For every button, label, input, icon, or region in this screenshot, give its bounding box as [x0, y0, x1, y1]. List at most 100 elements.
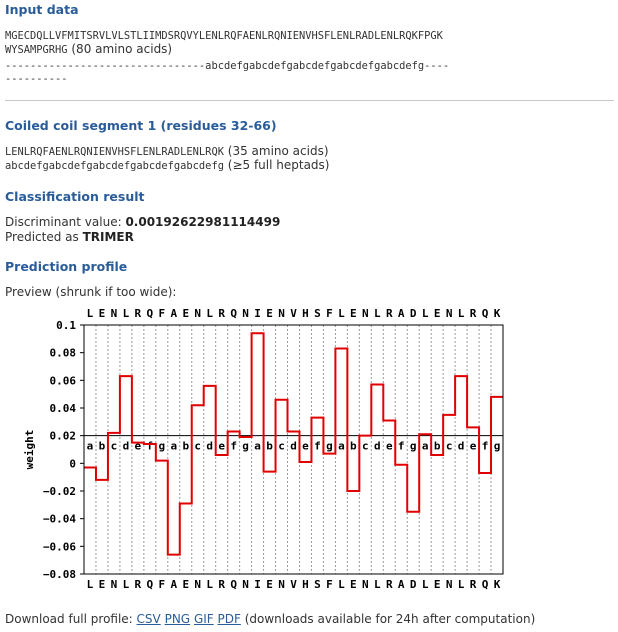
segment-sequence-line: LENLRQFAENLRQNIENVHSFLENLRADLENLRQK (35 …: [5, 145, 329, 159]
residue-label-bottom: A: [398, 578, 405, 591]
heptad-position-label: a: [170, 440, 177, 453]
residue-label-top: F: [159, 307, 166, 320]
residue-label-bottom: L: [87, 578, 94, 591]
residue-label-top: L: [458, 307, 465, 320]
y-tick-label: −0.04: [43, 513, 76, 526]
residue-label-bottom: E: [182, 578, 189, 591]
heptad-position-label: g: [326, 440, 333, 453]
heptad-position-label: b: [182, 440, 189, 453]
weight-profile-series: [84, 332, 503, 556]
input-register-line-2: ----------: [5, 73, 68, 85]
residue-label-bottom: S: [314, 578, 321, 591]
residue-label-top: L: [87, 307, 94, 320]
y-tick-label: 0: [69, 457, 76, 470]
heptad-position-label: f: [314, 440, 321, 453]
prediction-line: Predicted as TRIMER: [5, 230, 134, 244]
heptad-position-label: d: [290, 440, 297, 453]
heptad-position-label: g: [410, 440, 417, 453]
heptad-position-label: g: [494, 440, 501, 453]
heptad-position-label: b: [99, 440, 106, 453]
plot-area: [84, 325, 503, 574]
predicted-label: Predicted as: [5, 230, 83, 244]
residue-label-bottom: E: [350, 578, 357, 591]
residue-label-bottom: K: [494, 578, 501, 591]
download-note: (downloads available for 24h after compu…: [240, 612, 536, 626]
section-divider: [5, 100, 614, 101]
heptad-position-label: c: [111, 440, 118, 453]
residue-label-bottom: L: [206, 578, 213, 591]
residue-label-top: S: [314, 307, 321, 320]
residue-label-top: E: [99, 307, 106, 320]
segment-register-line: abcdefgabcdefgabcdefgabcdefgabcdefg (≥5 …: [5, 159, 329, 173]
residue-label-bottom: L: [338, 578, 345, 591]
residue-label-bottom: E: [99, 578, 106, 591]
residue-label-bottom: H: [302, 578, 309, 591]
heptad-position-label: e: [386, 440, 393, 453]
segment-length-note: (35 amino acids): [223, 144, 329, 158]
download-csv-link[interactable]: CSV: [136, 612, 161, 626]
heptad-position-label: c: [278, 440, 285, 453]
residue-label-bottom: F: [326, 578, 333, 591]
discriminant-value: 0.00192622981114499: [125, 215, 281, 229]
input-sequence-tail: WYSAMPGRHG: [5, 44, 68, 56]
input-sequence-line-2: WYSAMPGRHG (80 amino acids): [5, 43, 172, 57]
residue-label-top: A: [398, 307, 405, 320]
heptad-position-label: b: [266, 440, 273, 453]
heptad-position-label: c: [194, 440, 201, 453]
residue-label-top: E: [182, 307, 189, 320]
residue-label-bottom: N: [111, 578, 118, 591]
residue-label-top: A: [170, 307, 177, 320]
heptad-position-label: e: [470, 440, 477, 453]
discriminant-label: Discriminant value:: [5, 215, 126, 229]
residue-label-top: L: [374, 307, 381, 320]
plot-frame: [83, 324, 504, 575]
residue-label-top: N: [111, 307, 118, 320]
segment-register: abcdefgabcdefgabcdefgabcdefgabcdefg: [5, 160, 224, 172]
preview-caption: Preview (shrunk if too wide):: [5, 285, 177, 299]
residue-label-bottom: E: [266, 578, 273, 591]
download-pdf-link[interactable]: PDF: [217, 612, 241, 626]
residue-label-bottom: N: [278, 578, 285, 591]
residue-label-top: R: [135, 307, 142, 320]
residue-label-bottom: I: [254, 578, 261, 591]
heptad-position-label: d: [206, 440, 213, 453]
y-tick-label: 0.02: [50, 430, 77, 443]
heptad-position-label: a: [338, 440, 345, 453]
residue-label-bottom: N: [242, 578, 249, 591]
heptad-position-label: a: [254, 440, 261, 453]
residue-label-top: F: [326, 307, 333, 320]
download-label: Download full profile:: [5, 612, 137, 626]
residue-label-top: L: [123, 307, 130, 320]
residue-label-bottom: R: [386, 578, 393, 591]
residue-label-top: Q: [482, 307, 489, 320]
residue-label-top: V: [290, 307, 297, 320]
heptad-position-label: b: [434, 440, 441, 453]
y-tick-label: −0.02: [43, 485, 76, 498]
residue-label-bottom: A: [170, 578, 177, 591]
residue-label-bottom: L: [123, 578, 130, 591]
residue-label-top: R: [386, 307, 393, 320]
residue-label-top: E: [350, 307, 357, 320]
heptad-position-label: a: [422, 440, 429, 453]
y-tick-label: 0.06: [50, 374, 77, 387]
residue-label-bottom: R: [218, 578, 225, 591]
residue-label-top: H: [302, 307, 309, 320]
y-tick-label: −0.06: [43, 540, 76, 553]
residue-label-top: L: [338, 307, 345, 320]
heptad-position-label: b: [350, 440, 357, 453]
download-gif-link[interactable]: GIF: [193, 612, 214, 626]
residue-label-bottom: Q: [147, 578, 154, 591]
heptad-position-label: d: [458, 440, 465, 453]
residue-label-bottom: R: [135, 578, 142, 591]
heptad-position-label: a: [87, 440, 94, 453]
residue-label-bottom: N: [446, 578, 453, 591]
input-data-heading: Input data: [5, 2, 79, 17]
residue-label-top: E: [266, 307, 273, 320]
heptad-position-label: e: [302, 440, 309, 453]
residue-label-top: E: [434, 307, 441, 320]
discriminant-line: Discriminant value: 0.00192622981114499: [5, 215, 280, 229]
download-png-link[interactable]: PNG: [164, 612, 191, 626]
heptad-position-label: g: [159, 440, 166, 453]
residue-label-bottom: E: [434, 578, 441, 591]
